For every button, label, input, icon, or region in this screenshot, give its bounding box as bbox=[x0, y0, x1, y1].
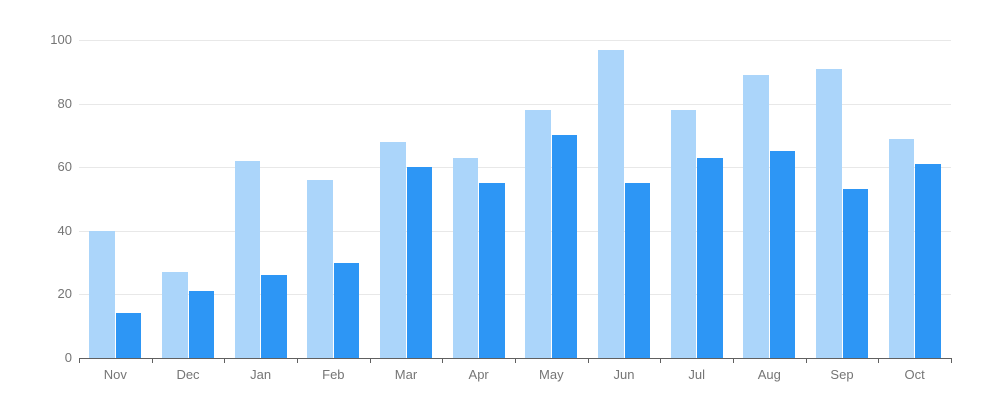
bar-jul-dark-blue-series bbox=[697, 157, 723, 358]
x-axis-tick bbox=[442, 358, 443, 363]
bar-aug-dark-blue-series bbox=[769, 151, 796, 358]
x-tick-label-nov: Nov bbox=[103, 367, 127, 382]
y-tick-label-0: 0 bbox=[64, 350, 72, 365]
gridline-y-60 bbox=[79, 167, 951, 168]
gridline-y-80 bbox=[79, 104, 951, 105]
bar-dec-dark-blue-series bbox=[188, 291, 214, 358]
x-tick-label-apr: Apr bbox=[468, 367, 489, 382]
bar-sep-dark-blue-series bbox=[842, 189, 868, 358]
bar-sep-light-blue-series bbox=[816, 68, 842, 358]
x-tick-label-feb: Feb bbox=[322, 367, 345, 382]
x-axis-tick bbox=[878, 358, 879, 363]
x-tick-label-aug: Aug bbox=[757, 367, 781, 382]
bar-feb-dark-blue-series bbox=[333, 262, 360, 358]
x-axis-tick bbox=[660, 358, 661, 363]
bar-jan-dark-blue-series bbox=[261, 275, 287, 358]
y-tick-label-40: 40 bbox=[57, 223, 72, 238]
bar-mar-dark-blue-series bbox=[406, 167, 432, 358]
bar-apr-dark-blue-series bbox=[479, 183, 505, 358]
x-tick-label-jul: Jul bbox=[688, 367, 705, 382]
x-axis-tick bbox=[733, 358, 734, 363]
bar-oct-dark-blue-series bbox=[915, 164, 941, 358]
x-axis-tick bbox=[370, 358, 371, 363]
x-tick-label-may: May bbox=[539, 367, 564, 382]
x-tick-label-oct: Oct bbox=[904, 367, 925, 382]
x-axis-tick bbox=[152, 358, 153, 363]
y-tick-label-80: 80 bbox=[57, 96, 72, 111]
bar-oct-light-blue-series bbox=[888, 138, 915, 358]
x-tick-label-jun: Jun bbox=[613, 367, 635, 382]
bar-nov-light-blue-series bbox=[89, 230, 115, 358]
bar-nov-dark-blue-series bbox=[115, 313, 142, 358]
gridline-y-40 bbox=[79, 231, 951, 232]
x-tick-label-sep: Sep bbox=[830, 367, 854, 382]
y-tick-label-100: 100 bbox=[50, 32, 72, 47]
bar-aug-light-blue-series bbox=[743, 74, 769, 358]
bar-jan-light-blue-series bbox=[234, 160, 261, 358]
bar-apr-light-blue-series bbox=[452, 157, 479, 358]
x-axis-tick bbox=[806, 358, 807, 363]
bar-may-light-blue-series bbox=[525, 109, 551, 358]
x-axis-tick bbox=[297, 358, 298, 363]
x-axis-tick bbox=[515, 358, 516, 363]
x-tick-label-mar: Mar bbox=[394, 367, 418, 382]
x-tick-label-dec: Dec bbox=[176, 367, 200, 382]
gridline-y-20 bbox=[79, 294, 951, 295]
x-axis-tick bbox=[951, 358, 952, 363]
gridline-y-100 bbox=[79, 40, 951, 41]
x-axis-tick bbox=[588, 358, 589, 363]
x-axis-tick bbox=[224, 358, 225, 363]
bar-jun-dark-blue-series bbox=[624, 183, 650, 358]
x-tick-label-jan: Jan bbox=[250, 367, 272, 382]
bar-feb-light-blue-series bbox=[307, 179, 333, 358]
bar-jul-light-blue-series bbox=[670, 109, 697, 358]
bar-mar-light-blue-series bbox=[380, 141, 406, 358]
y-tick-label-60: 60 bbox=[57, 159, 72, 174]
bar-dec-light-blue-series bbox=[162, 272, 188, 358]
y-tick-label-20: 20 bbox=[57, 286, 72, 301]
bar-may-dark-blue-series bbox=[551, 135, 578, 358]
bar-jun-light-blue-series bbox=[598, 49, 624, 358]
x-axis-tick bbox=[79, 358, 80, 363]
